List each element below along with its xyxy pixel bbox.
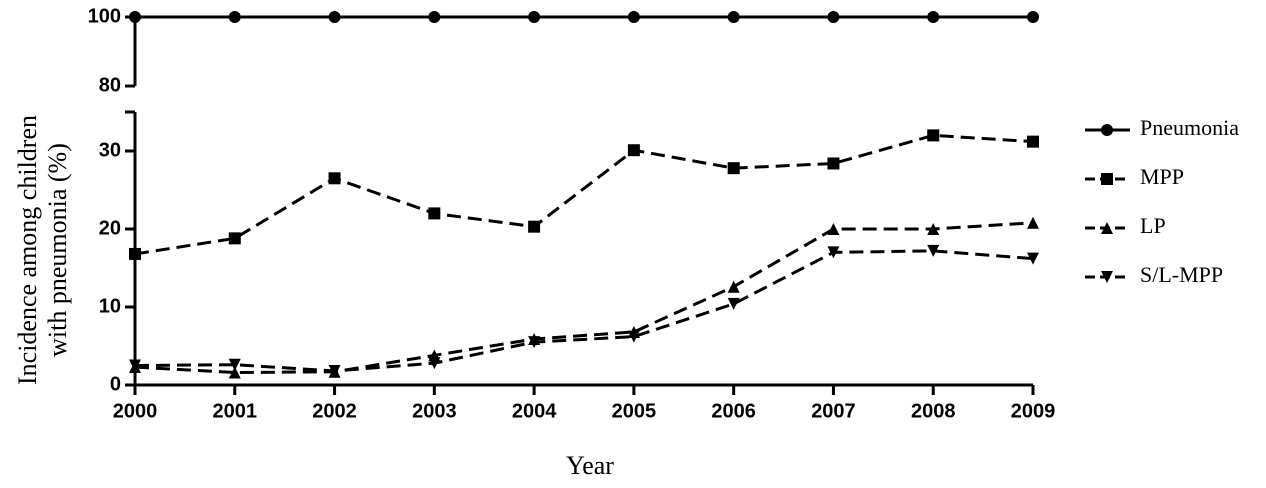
x-tick-label: 2005 (612, 400, 657, 422)
data-point (627, 330, 640, 343)
data-point (228, 232, 241, 245)
data-point (1027, 11, 1039, 23)
x-tick-label: 2000 (113, 400, 158, 422)
data-point (927, 244, 940, 257)
data-point (328, 364, 341, 377)
data-point (1027, 135, 1039, 148)
data-point (627, 11, 640, 23)
x-tick-label: 2001 (213, 400, 258, 422)
data-point (827, 11, 840, 23)
data-point (428, 357, 441, 370)
data-point (927, 11, 940, 23)
data-point (528, 336, 541, 349)
data-point (927, 223, 940, 235)
x-tick-label: 2002 (312, 400, 357, 422)
data-point (727, 11, 740, 23)
legend-label: S/L-MPP (1140, 262, 1223, 287)
x-tick-label: 2006 (711, 400, 756, 422)
data-point (328, 172, 341, 185)
data-point (927, 129, 940, 142)
legend-marker (1101, 271, 1113, 283)
legend-marker (1101, 124, 1113, 136)
x-axis-label: Year (566, 451, 614, 480)
series-line (134, 249, 1034, 373)
data-point (827, 223, 840, 235)
data-point (727, 280, 740, 293)
series-line (134, 133, 1034, 256)
y-tick-label: 100 (88, 5, 121, 27)
data-point (827, 246, 840, 259)
series-line (134, 221, 1034, 375)
legend-label: Pneumonia (1140, 115, 1239, 140)
y-tick-label: 80 (99, 74, 121, 96)
data-point (428, 207, 441, 220)
x-tick-label: 2003 (412, 400, 457, 422)
legend-label: LP (1140, 213, 1166, 238)
legend-marker (1101, 222, 1113, 234)
data-point (228, 11, 241, 23)
data-point (129, 359, 141, 372)
data-point (528, 11, 541, 23)
data-point (129, 247, 141, 260)
x-tick-label: 2008 (911, 400, 956, 422)
y-tick-label: 30 (99, 139, 121, 161)
data-point (827, 157, 840, 170)
y-tick-label: 10 (99, 295, 121, 317)
data-point (228, 366, 241, 379)
data-point (528, 220, 541, 233)
y-axis-label: Incidence among children (13, 115, 42, 385)
data-point (727, 297, 740, 310)
data-point (1027, 252, 1039, 265)
data-point (228, 358, 241, 371)
data-point (627, 144, 640, 157)
legend-marker (1101, 173, 1113, 185)
x-tick-label: 2007 (811, 400, 856, 422)
x-tick-label: 2004 (512, 400, 557, 422)
data-point (129, 11, 141, 23)
y-tick-label: 0 (110, 373, 121, 395)
data-point (328, 11, 341, 23)
data-point (727, 162, 740, 175)
y-axis-label: with pneumonia (%) (43, 143, 72, 357)
y-tick-label: 20 (99, 217, 121, 239)
data-point (428, 11, 441, 23)
legend-label: MPP (1140, 164, 1184, 189)
x-tick-label: 2009 (1011, 400, 1056, 422)
data-point (1027, 216, 1039, 229)
